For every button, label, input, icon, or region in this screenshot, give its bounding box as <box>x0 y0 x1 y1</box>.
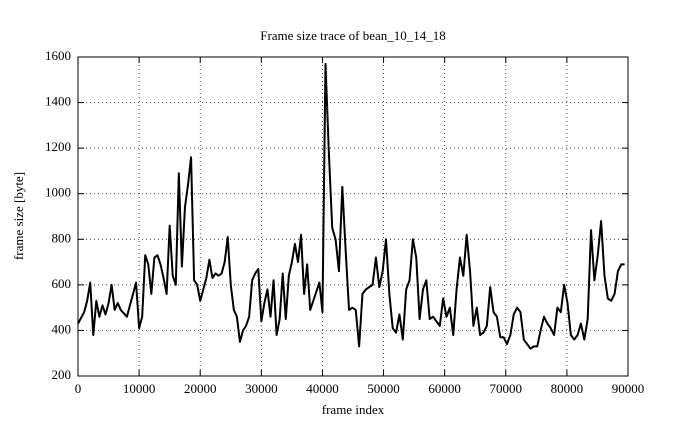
x-tick-label: 40000 <box>306 381 339 396</box>
x-tick-label: 0 <box>75 381 82 396</box>
y-tick-label: 400 <box>52 321 72 336</box>
y-tick-label: 800 <box>52 230 72 245</box>
x-tick-label: 60000 <box>428 381 461 396</box>
y-tick-label: 1600 <box>45 48 71 63</box>
x-tick-label: 80000 <box>551 381 584 396</box>
y-tick-label: 1000 <box>45 185 71 200</box>
chart-title: Frame size trace of bean_10_14_18 <box>260 28 446 43</box>
x-tick-label: 90000 <box>612 381 645 396</box>
y-tick-label: 600 <box>52 276 72 291</box>
y-tick-label: 200 <box>52 367 72 382</box>
x-tick-label: 10000 <box>123 381 156 396</box>
y-tick-label: 1400 <box>45 94 71 109</box>
data-line <box>77 62 625 350</box>
x-axis-label: frame index <box>322 402 385 417</box>
x-tick-label: 50000 <box>367 381 400 396</box>
x-tick-label: 30000 <box>245 381 278 396</box>
y-axis-label: frame size [byte] <box>11 172 26 260</box>
plot-frame <box>77 56 629 377</box>
x-tick-label: 20000 <box>184 381 217 396</box>
y-tick-label: 1200 <box>45 139 71 154</box>
x-tick-label: 70000 <box>490 381 523 396</box>
